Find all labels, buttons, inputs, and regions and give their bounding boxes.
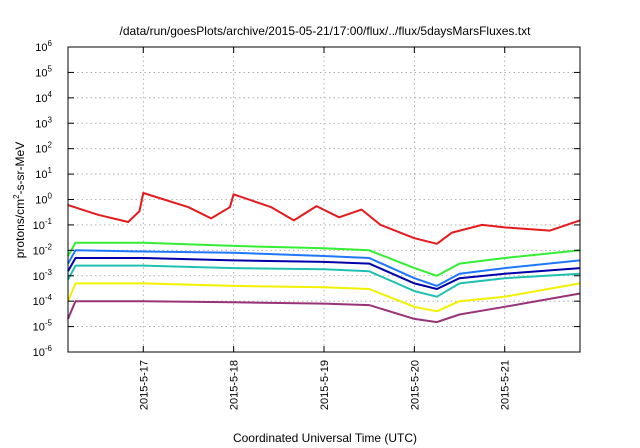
y-tick-base: 10 — [35, 144, 47, 156]
y-tick-exp: 5 — [48, 64, 53, 73]
x-tick-label: 2015-5-17 — [138, 360, 150, 410]
series-line-3 — [67, 249, 581, 287]
y-tick-base: 10 — [35, 169, 47, 181]
y-tick-exp: 2 — [48, 141, 53, 150]
series-line-5 — [67, 264, 581, 298]
y-axis-label-rest: -s-sr-MeV — [13, 142, 27, 195]
y-tick-base: 10 — [35, 195, 47, 207]
y-tick-label: 106 — [35, 39, 52, 54]
y-tick-label: 10-4 — [33, 293, 53, 308]
y-tick-exp: -3 — [45, 268, 53, 277]
y-tick-label: 101 — [35, 166, 52, 181]
y-tick-exp: -5 — [45, 319, 53, 328]
y-tick-label: 100 — [35, 192, 52, 207]
x-tick-label: 2015-5-18 — [229, 360, 241, 410]
y-tick-base: 10 — [33, 322, 45, 334]
y-tick-exp: 3 — [48, 115, 53, 124]
y-tick-base: 10 — [33, 245, 45, 257]
y-tick-label: 10-3 — [33, 268, 53, 283]
y-tick-label: 10-1 — [33, 217, 53, 232]
y-axis-label-main: protons/cm — [13, 199, 27, 258]
x-ticks: 2015-5-17 2015-5-18 2015-5-19 2015-5-20 2015… — [138, 47, 512, 410]
y-tick-exp: -1 — [45, 217, 53, 226]
x-axis-label: Coordinated Universal Time (UTC) — [233, 431, 417, 445]
y-tick-exp: -2 — [45, 242, 53, 251]
y-tick-label: 10-5 — [33, 319, 53, 334]
series-line-6 — [67, 282, 581, 313]
series-line-7 — [67, 292, 581, 324]
y-tick-exp: 6 — [48, 39, 53, 48]
series-line-4 — [67, 257, 581, 290]
y-tick-exp: 1 — [48, 166, 53, 175]
y-axis-label: protons/cm2-s-sr-MeV — [12, 142, 27, 258]
y-tick-base: 10 — [33, 347, 45, 359]
x-tick-label: 2015-5-19 — [319, 360, 331, 410]
y-tick-base: 10 — [35, 42, 47, 54]
y-ticks: 10610510410310210110010-110-210-310-410-… — [33, 39, 580, 359]
y-tick-base: 10 — [33, 296, 45, 308]
series-lines — [67, 192, 581, 324]
grid — [68, 47, 580, 352]
y-tick-label: 10-6 — [33, 344, 53, 359]
y-tick-label: 10-2 — [33, 242, 53, 257]
y-tick-label: 105 — [35, 64, 52, 79]
series-line-1 — [67, 192, 581, 245]
y-tick-exp: -6 — [45, 344, 53, 353]
x-tick-label: 2015-5-21 — [500, 360, 512, 410]
y-tick-base: 10 — [33, 220, 45, 232]
y-tick-label: 104 — [35, 90, 52, 105]
y-tick-exp: -4 — [45, 293, 53, 302]
chart-title: /data/run/goesPlots/archive/2015-05-21/1… — [120, 24, 532, 38]
y-tick-base: 10 — [35, 118, 47, 130]
y-tick-label: 102 — [35, 141, 52, 156]
y-tick-base: 10 — [35, 67, 47, 79]
y-axis-label-exp: 2 — [12, 194, 21, 199]
y-tick-exp: 4 — [48, 90, 53, 99]
x-tick-label: 2015-5-20 — [409, 360, 421, 410]
y-tick-exp: 0 — [48, 192, 53, 201]
series-line-2 — [67, 241, 581, 277]
y-tick-base: 10 — [33, 271, 45, 283]
y-tick-label: 103 — [35, 115, 52, 130]
y-tick-base: 10 — [35, 93, 47, 105]
